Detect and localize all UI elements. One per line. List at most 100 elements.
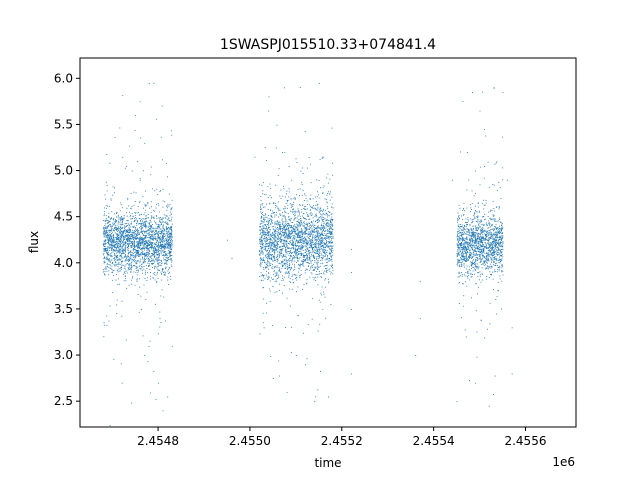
data-point: [135, 239, 137, 240]
data-point: [328, 282, 330, 284]
data-point: [326, 201, 328, 203]
data-point: [117, 228, 119, 230]
data-point: [146, 204, 148, 206]
data-point: [127, 239, 129, 240]
data-point: [124, 229, 126, 230]
data-point: [135, 268, 137, 269]
data-point: [325, 269, 327, 271]
data-point: [290, 248, 292, 250]
data-point: [117, 223, 119, 225]
data-point: [155, 274, 157, 276]
data-point: [262, 225, 264, 227]
data-point: [310, 259, 312, 261]
data-point: [264, 236, 266, 238]
data-point: [122, 217, 124, 219]
data-point: [117, 256, 119, 258]
data-point: [300, 242, 302, 243]
data-point: [313, 247, 315, 249]
data-point: [259, 229, 261, 231]
data-point: [282, 260, 284, 262]
data-point: [281, 226, 283, 227]
data-point: [145, 247, 147, 249]
data-point: [301, 260, 303, 262]
data-point: [163, 246, 164, 248]
data-point: [262, 231, 263, 233]
data-point: [320, 262, 322, 264]
data-point: [137, 266, 139, 268]
data-point: [130, 193, 132, 195]
data-point: [294, 228, 296, 230]
data-point: [295, 244, 297, 246]
data-point: [473, 268, 475, 270]
data-point: [132, 237, 134, 238]
data-point: [320, 248, 322, 250]
data-point: [126, 229, 128, 231]
data-point: [170, 244, 171, 246]
data-point: [312, 265, 314, 267]
data-point: [146, 254, 148, 256]
data-point: [156, 251, 158, 253]
data-point: [307, 215, 309, 217]
data-point: [136, 245, 138, 247]
data-point: [166, 230, 168, 232]
data-point: [267, 260, 269, 262]
data-point: [259, 237, 261, 239]
data-point: [157, 263, 159, 265]
data-point: [116, 212, 118, 214]
data-point: [331, 206, 333, 208]
data-point: [121, 315, 123, 317]
data-point: [288, 231, 290, 233]
data-point: [474, 259, 476, 261]
data-point: [294, 238, 296, 240]
data-point: [133, 255, 135, 257]
data-point: [322, 219, 323, 221]
data-point: [263, 257, 265, 259]
data-point: [134, 130, 136, 131]
data-point: [286, 234, 288, 236]
data-point: [169, 252, 171, 254]
data-point: [276, 249, 278, 251]
data-point: [283, 262, 285, 264]
data-point: [155, 222, 157, 224]
data-point: [290, 233, 291, 235]
data-point: [107, 229, 109, 231]
data-point: [133, 255, 135, 257]
data-point: [126, 257, 127, 259]
data-point: [272, 234, 274, 236]
data-point: [311, 231, 313, 233]
data-point: [322, 250, 324, 252]
data-point: [285, 243, 287, 245]
data-point: [309, 256, 311, 258]
data-point: [158, 232, 160, 234]
data-point: [139, 220, 141, 221]
data-point: [153, 246, 155, 248]
data-point: [316, 236, 318, 238]
data-point: [272, 243, 274, 245]
data-point: [311, 318, 313, 320]
data-point: [309, 240, 311, 242]
data-point: [115, 246, 116, 248]
data-point: [150, 246, 152, 248]
data-point: [146, 215, 148, 217]
data-point: [124, 242, 126, 244]
data-point: [478, 226, 480, 228]
data-point: [269, 242, 271, 244]
data-point: [109, 224, 111, 225]
data-point: [159, 239, 161, 241]
data-point: [331, 203, 333, 205]
data-point: [153, 371, 155, 372]
data-point: [144, 272, 146, 274]
data-point: [290, 236, 291, 238]
data-point: [312, 236, 314, 238]
data-point: [135, 234, 137, 235]
data-point: [133, 242, 135, 244]
data-point: [296, 211, 298, 213]
data-point: [330, 225, 332, 227]
data-point: [115, 261, 116, 263]
data-point: [148, 266, 149, 267]
data-point: [138, 241, 140, 243]
data-point: [128, 247, 130, 249]
data-point: [111, 227, 113, 229]
data-point: [307, 240, 309, 242]
data-point: [140, 225, 142, 227]
